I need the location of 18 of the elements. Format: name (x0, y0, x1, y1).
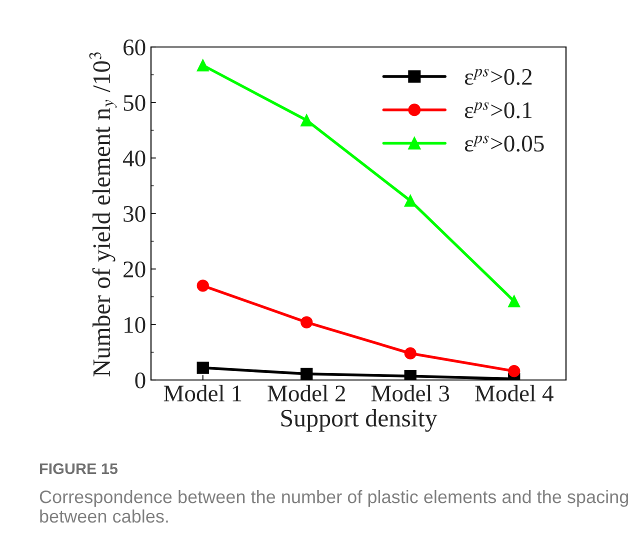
y-tick-label: 60 (124, 39, 146, 56)
y-tick-label: 50 (124, 94, 146, 111)
caption: FIGURE 15 (40, 463, 118, 474)
legend-label: ε$^{ps}$>0.05 (464, 136, 544, 152)
y-axis-title: Number of yield element n$_{y}$ /10$^{3}$ (89, 52, 117, 376)
x-tick-label: Model 3 (371, 384, 450, 402)
x-tick-label: Model 2 (268, 384, 345, 402)
y-tick-label: 0 (135, 372, 146, 388)
y-tick-label: 40 (122, 150, 146, 166)
x-tick-label: Model 4 (475, 384, 554, 402)
y-tick-label: 10 (124, 316, 146, 333)
legend-label: ε$^{ps}$>0.2 (464, 68, 532, 85)
legend-label: ε$^{ps}$>0.1 (464, 102, 532, 118)
y-tick-label: 20 (124, 261, 146, 278)
x-tick-label: Model 1 (164, 384, 242, 402)
x-axis-title: Support density (281, 409, 438, 432)
text: Correspondence between the number of plastic elements and the spacing between cables. (40, 490, 628, 523)
y-tick-label: 30 (124, 206, 146, 222)
